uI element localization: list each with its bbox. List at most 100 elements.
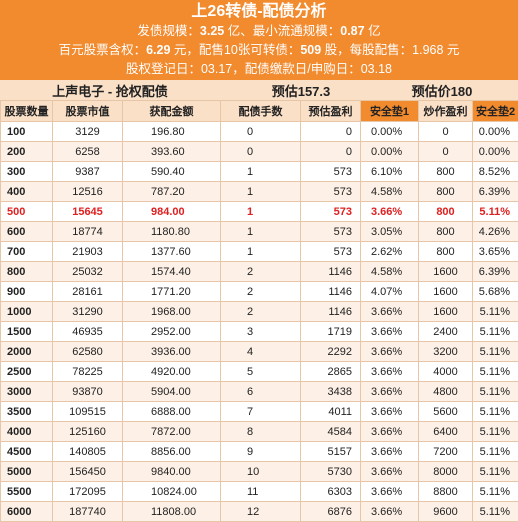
col-safety-1-cell: 0.00% xyxy=(361,122,419,142)
estimate-1: 预估157.3 xyxy=(220,81,382,100)
col-est-profit-cell: 4584 xyxy=(301,422,361,442)
col-safety-2-cell: 5.11% xyxy=(473,342,518,362)
col-safety-2-cell: 5.11% xyxy=(473,402,518,422)
col-est-profit-cell: 1719 xyxy=(301,322,361,342)
col-spec-profit-cell: 800 xyxy=(419,202,473,222)
issue-size-line: 发债规模：3.25 亿、最小流通规模：0.87 亿 xyxy=(0,22,518,41)
col-alloc-amount-cell: 1771.20 xyxy=(123,282,221,302)
col-spec-profit-cell: 8800 xyxy=(419,482,473,502)
col-safety-2-cell: 3.65% xyxy=(473,242,518,262)
col-spec-profit-cell: 2400 xyxy=(419,322,473,342)
col-est-profit-cell: 573 xyxy=(301,202,361,222)
col-est-profit-cell: 573 xyxy=(301,182,361,202)
min-float-value: 0.87 xyxy=(340,24,364,38)
col-spec-profit-cell: 4800 xyxy=(419,382,473,402)
col-safety-1-cell: 3.66% xyxy=(361,322,419,342)
col-spec-profit-cell: 3200 xyxy=(419,342,473,362)
col-safety-1-cell: 3.66% xyxy=(361,202,419,222)
col-stock-qty-cell: 600 xyxy=(1,222,53,242)
col-alloc-amount-cell: 10824.00 xyxy=(123,482,221,502)
page-title: 上26转债-配债分析 xyxy=(0,2,518,22)
col-market-value-header: 股票市值 xyxy=(53,101,123,122)
col-safety-1-cell: 6.10% xyxy=(361,162,419,182)
col-bond-lots-cell: 5 xyxy=(221,362,301,382)
col-safety-2-cell: 6.39% xyxy=(473,182,518,202)
share-right-value: 6.29 xyxy=(146,43,170,57)
col-est-profit-cell: 0 xyxy=(301,142,361,162)
col-est-profit-cell: 3438 xyxy=(301,382,361,402)
col-bond-lots-cell: 1 xyxy=(221,162,301,182)
min-float-label: 亿、最小流通规模： xyxy=(224,24,340,38)
col-safety-1-cell: 3.66% xyxy=(361,342,419,362)
col-spec-profit-cell: 800 xyxy=(419,222,473,242)
col-market-value-cell: 187740 xyxy=(53,502,123,522)
col-alloc-amount-cell: 1377.60 xyxy=(123,242,221,262)
col-est-profit-cell: 5730 xyxy=(301,462,361,482)
col-safety-2-cell: 5.11% xyxy=(473,422,518,442)
col-spec-profit-cell: 800 xyxy=(419,242,473,262)
col-market-value-cell: 78225 xyxy=(53,362,123,382)
col-alloc-amount-cell: 7872.00 xyxy=(123,422,221,442)
col-est-profit-header: 预估盈利 xyxy=(301,101,361,122)
alloc-label: 元，配售10张可转债： xyxy=(170,43,300,57)
bond-analysis-sheet: 上26转债-配债分析 发债规模：3.25 亿、最小流通规模：0.87 亿 百元股… xyxy=(0,0,518,500)
col-bond-lots-cell: 3 xyxy=(221,322,301,342)
col-safety-2-cell: 4.26% xyxy=(473,222,518,242)
col-market-value-cell: 46935 xyxy=(53,322,123,342)
col-safety-2-cell: 5.11% xyxy=(473,382,518,402)
col-safety-1-cell: 3.66% xyxy=(361,502,419,522)
col-est-profit-cell: 573 xyxy=(301,242,361,262)
col-stock-qty-cell: 2000 xyxy=(1,342,53,362)
col-safety-2-cell: 5.11% xyxy=(473,302,518,322)
col-stock-qty-cell: 200 xyxy=(1,142,53,162)
col-bond-lots-cell: 6 xyxy=(221,382,301,402)
col-spec-profit-cell: 1600 xyxy=(419,262,473,282)
col-alloc-amount-cell: 787.20 xyxy=(123,182,221,202)
col-est-profit-cell: 0 xyxy=(301,122,361,142)
col-stock-qty-cell: 4500 xyxy=(1,442,53,462)
col-market-value-cell: 6258 xyxy=(53,142,123,162)
col-stock-qty-cell: 300 xyxy=(1,162,53,182)
col-stock-qty-cell: 5000 xyxy=(1,462,53,482)
col-stock-qty-cell: 700 xyxy=(1,242,53,262)
dates-line: 股权登记日：03.17，配债缴款日/申购日：03.18 xyxy=(0,60,518,79)
col-market-value-cell: 172095 xyxy=(53,482,123,502)
col-bond-lots-cell: 2 xyxy=(221,302,301,322)
share-right-label: 百元股票含权： xyxy=(59,43,147,57)
col-bond-lots-cell: 4 xyxy=(221,342,301,362)
col-est-profit-cell: 5157 xyxy=(301,442,361,462)
col-stock-qty-cell: 1500 xyxy=(1,322,53,342)
col-alloc-amount-cell: 1968.00 xyxy=(123,302,221,322)
col-est-profit-cell: 2865 xyxy=(301,362,361,382)
col-alloc-amount-cell: 8856.00 xyxy=(123,442,221,462)
col-est-profit-cell: 6303 xyxy=(301,482,361,502)
col-safety-1-cell: 4.58% xyxy=(361,182,419,202)
col-spec-profit-cell: 800 xyxy=(419,162,473,182)
col-est-profit-cell: 1146 xyxy=(301,302,361,322)
col-market-value-cell: 21903 xyxy=(53,242,123,262)
col-safety-2-cell: 6.39% xyxy=(473,262,518,282)
alloc-shares-value: 509 xyxy=(300,43,321,57)
estimate-2: 预估价180 xyxy=(382,81,502,100)
col-spec-profit-cell: 800 xyxy=(419,182,473,202)
col-market-value-cell: 156450 xyxy=(53,462,123,482)
col-bond-lots-cell: 2 xyxy=(221,262,301,282)
col-alloc-amount-header: 获配金额 xyxy=(123,101,221,122)
per-share-alloc: 股，每股配售：1.968 元 xyxy=(321,43,459,57)
col-spec-profit-header: 炒作盈利 xyxy=(419,101,473,122)
col-alloc-amount-cell: 2952.00 xyxy=(123,322,221,342)
col-market-value-cell: 109515 xyxy=(53,402,123,422)
col-alloc-amount-cell: 4920.00 xyxy=(123,362,221,382)
issue-size-label: 发债规模： xyxy=(137,24,200,38)
col-alloc-amount-cell: 393.60 xyxy=(123,142,221,162)
col-stock-qty-cell: 500 xyxy=(1,202,53,222)
col-market-value-cell: 9387 xyxy=(53,162,123,182)
col-bond-lots-cell: 7 xyxy=(221,402,301,422)
col-spec-profit-cell: 8000 xyxy=(419,462,473,482)
col-alloc-amount-cell: 1574.40 xyxy=(123,262,221,282)
